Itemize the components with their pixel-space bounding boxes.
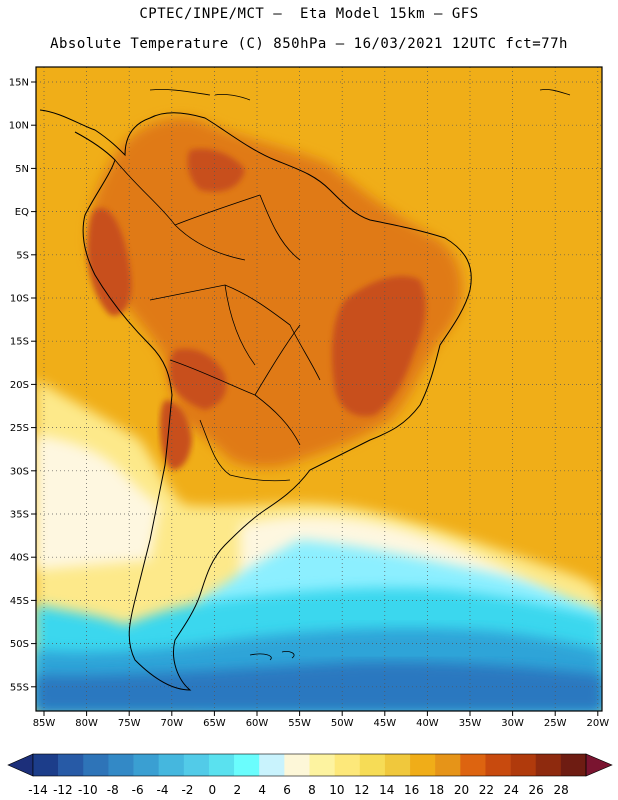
colorbar-label: 6 xyxy=(283,783,291,797)
colorbar-swatch xyxy=(359,754,386,776)
colorbar-swatch xyxy=(108,754,134,776)
colorbar-label: 24 xyxy=(504,783,519,797)
lat-tick-label: 55S xyxy=(10,682,29,693)
colorbar-swatch xyxy=(208,754,235,776)
lon-tick-label: 55W xyxy=(288,718,311,729)
colorbar-swatch xyxy=(510,754,537,776)
chart-title-line2: Absolute Temperature (C) 850hPa – 16/03/… xyxy=(50,36,568,52)
colorbar-swatch xyxy=(183,754,210,776)
colorbar-swatch xyxy=(334,754,361,776)
chart-title-line1: CPTEC/INPE/MCT – Eta Model 15km – GFS xyxy=(139,6,479,22)
lat-tick-label: 40S xyxy=(10,553,29,564)
colorbar-label: -14 xyxy=(28,783,48,797)
colorbar-frame xyxy=(32,753,587,777)
colorbar-label: -10 xyxy=(78,783,98,797)
colorbar-under-arrow xyxy=(7,753,34,777)
colorbar-swatch xyxy=(535,754,562,776)
colorbar-label: 26 xyxy=(529,783,544,797)
lat-tick-label: 25S xyxy=(10,423,29,434)
temperature-band-20-24 xyxy=(332,276,426,417)
lon-tick-label: 20W xyxy=(586,718,609,729)
colorbar-label: -8 xyxy=(107,783,119,797)
colorbar-label: 2 xyxy=(233,783,241,797)
colorbar-label: 14 xyxy=(379,783,394,797)
lon-tick-label: 65W xyxy=(203,718,226,729)
longitude-axis: 85W 80W 75W 70W 65W 60W 55W 50W 45W 40W 35W 30W 25W 2… xyxy=(33,711,609,729)
colorbar-swatch xyxy=(485,754,511,776)
colorbar-label: 28 xyxy=(553,783,568,797)
temperature-band-20-24 xyxy=(187,148,245,192)
colorbar-label: 16 xyxy=(404,783,419,797)
lon-tick-label: 50W xyxy=(331,718,354,729)
lat-tick-label: 20S xyxy=(10,380,29,391)
lon-tick-label: 60W xyxy=(246,718,269,729)
colorbar-swatch xyxy=(309,754,335,776)
lon-tick-label: 30W xyxy=(501,718,524,729)
lon-tick-label: 40W xyxy=(416,718,439,729)
colorbar-swatch xyxy=(58,754,84,776)
lon-tick-label: 25W xyxy=(544,718,567,729)
colorbar-swatch xyxy=(460,754,486,776)
caribbean-islands xyxy=(149,89,571,661)
lon-tick-label: 70W xyxy=(160,718,183,729)
colorbar-swatch xyxy=(384,754,411,776)
lat-tick-label: 45S xyxy=(10,596,29,607)
colorbar-label: 12 xyxy=(354,783,369,797)
temperature-band-minus10-minus6 xyxy=(36,661,602,711)
lon-tick-label: 80W xyxy=(75,718,98,729)
temperature-band-20-24 xyxy=(160,400,192,470)
lon-tick-label: 85W xyxy=(33,718,56,729)
colorbar-label: -2 xyxy=(181,783,193,797)
colorbar-label: -4 xyxy=(157,783,169,797)
temperature-band-20-24 xyxy=(169,348,227,410)
colorbar-swatch xyxy=(33,754,59,776)
colorbar-over-arrow xyxy=(585,753,613,777)
lat-tick-label: 15S xyxy=(10,337,29,348)
lon-tick-label: 45W xyxy=(373,718,396,729)
lat-tick-label: 5N xyxy=(15,164,29,175)
colorbar-label: 8 xyxy=(308,783,316,797)
coastline-layer xyxy=(39,89,571,691)
colorbar-swatch xyxy=(435,754,461,776)
colorbar-label: 20 xyxy=(454,783,469,797)
graticule xyxy=(36,67,602,711)
colorbar-label: 4 xyxy=(258,783,266,797)
colorbar: -14 -12 -10 -8 -6 -4 -2 0 2 4 6 8 10 12 14 16 18 20 22 24 26… xyxy=(7,753,613,797)
latitude-axis: 15N 10N 5N EQ 5S 10S 15S 20S 25S 30S 35S 40S 45S 50S 5… xyxy=(9,78,36,693)
colorbar-label: -12 xyxy=(53,783,73,797)
lat-tick-label: 35S xyxy=(10,510,29,521)
lat-tick-label: EQ xyxy=(15,207,29,218)
temperature-band-20-24 xyxy=(87,208,132,316)
country-borders xyxy=(114,159,321,482)
lat-tick-label: 10N xyxy=(9,121,29,132)
lat-tick-label: 15N xyxy=(9,78,29,89)
colorbar-label: 22 xyxy=(479,783,494,797)
lat-tick-label: 5S xyxy=(16,250,29,261)
colorbar-label: 18 xyxy=(429,783,444,797)
colorbar-label: 10 xyxy=(329,783,344,797)
lat-tick-label: 10S xyxy=(10,294,29,305)
colorbar-swatch xyxy=(83,754,109,776)
colorbar-swatch xyxy=(133,754,159,776)
colorbar-label: -6 xyxy=(132,783,144,797)
colorbar-swatch xyxy=(259,754,285,776)
lon-tick-label: 75W xyxy=(118,718,141,729)
colorbar-swatch xyxy=(560,754,587,776)
colorbar-label: 0 xyxy=(209,783,217,797)
lat-tick-label: 50S xyxy=(10,639,29,650)
south-america-coastline xyxy=(39,109,472,691)
colorbar-swatch xyxy=(410,754,436,776)
temperature-field xyxy=(36,67,602,711)
map-frame xyxy=(35,66,603,712)
colorbar-swatch xyxy=(158,754,185,776)
lat-tick-label: 30S xyxy=(10,466,29,477)
lon-tick-label: 35W xyxy=(459,718,482,729)
colorbar-swatch xyxy=(234,754,260,776)
colorbar-swatch xyxy=(284,754,310,776)
